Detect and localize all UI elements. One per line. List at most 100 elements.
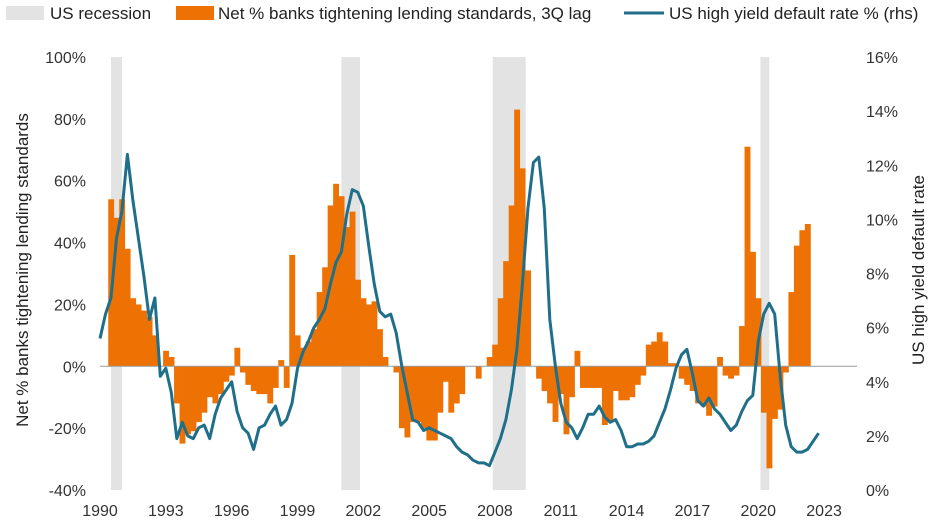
tightening-bar-20 bbox=[217, 366, 224, 395]
tightening-bar-120 bbox=[766, 366, 773, 469]
tightening-bar-71 bbox=[497, 298, 504, 367]
y-left-tick-label-2: 0% bbox=[63, 359, 86, 376]
tightening-bar-67 bbox=[475, 366, 482, 379]
tightening-bar-28 bbox=[261, 366, 268, 395]
x-tick-label-0: 1990 bbox=[82, 503, 118, 520]
tightening-bar-118 bbox=[755, 298, 762, 367]
tightening-bar-79 bbox=[541, 366, 548, 392]
tightening-bar-101 bbox=[662, 341, 669, 367]
x-axis: 1990 1993 1996 1999 2002 2005 2008 2011 2014 2017… bbox=[82, 503, 842, 520]
legend-label-recession: US recession bbox=[50, 4, 151, 23]
y-right-tick-label-1: 2% bbox=[866, 429, 889, 446]
legend-label-tightening: Net % banks tightening lending standards… bbox=[218, 4, 591, 23]
recession-shading bbox=[110, 57, 770, 490]
x-tick-label-1: 1993 bbox=[148, 503, 184, 520]
tightening-bar-95 bbox=[629, 366, 636, 398]
x-tick-label-5: 2005 bbox=[411, 503, 447, 520]
tightening-bar-25 bbox=[245, 366, 252, 385]
tightening-bar-83 bbox=[563, 366, 570, 435]
tightening-bar-73 bbox=[508, 205, 515, 367]
tightening-bar-64 bbox=[459, 366, 466, 395]
tightening-bar-4 bbox=[130, 298, 137, 367]
tightening-bar-10 bbox=[163, 350, 169, 367]
tightening-bar-5 bbox=[135, 304, 142, 367]
tightening-bar-34 bbox=[294, 335, 301, 367]
tightening-bar-6 bbox=[141, 310, 148, 367]
tightening-bar-39 bbox=[322, 267, 329, 367]
y-right-tick-label-6: 12% bbox=[866, 158, 898, 175]
tightening-bar-24 bbox=[239, 366, 246, 373]
tightening-bar-119 bbox=[761, 366, 767, 413]
tightening-bar-44 bbox=[349, 211, 356, 367]
tightening-bar-69 bbox=[486, 357, 493, 367]
tightening-bar-112 bbox=[722, 366, 729, 376]
legend-swatch-tightening bbox=[176, 6, 214, 20]
tightening-bar-111 bbox=[717, 357, 724, 367]
tightening-bar-27 bbox=[256, 366, 263, 395]
tightening-bar-91 bbox=[607, 366, 614, 422]
y-left-tick-label-1: -20% bbox=[49, 421, 86, 438]
tightening-bar-96 bbox=[634, 366, 641, 385]
tightening-bar-86 bbox=[579, 366, 586, 388]
tightening-bar-107 bbox=[695, 366, 702, 404]
tightening-bar-105 bbox=[684, 366, 691, 385]
tightening-bar-76 bbox=[525, 270, 532, 367]
legend-label-default-rate: US high yield default rate % (rhs) bbox=[669, 4, 918, 23]
y-right-tick-label-0: 0% bbox=[866, 483, 889, 500]
tightening-bar-60 bbox=[437, 366, 444, 413]
tightening-bar-53 bbox=[398, 366, 405, 429]
default-rate-line bbox=[98, 152, 820, 468]
tightening-bar-33 bbox=[289, 254, 296, 367]
tightening-bar-113 bbox=[728, 366, 734, 379]
tightening-bar-29 bbox=[267, 366, 274, 404]
tightening-bar-82 bbox=[558, 366, 564, 395]
tightening-bar-19 bbox=[212, 366, 219, 404]
x-tick-label-6: 2008 bbox=[477, 503, 513, 520]
x-tick-label-2: 1996 bbox=[214, 503, 250, 520]
tightening-bar-8 bbox=[152, 335, 158, 367]
tightening-bar-15 bbox=[190, 366, 197, 432]
tightening-bar-46 bbox=[360, 298, 367, 367]
y-axis-right: 0% 2% 4% 6% 8% 10% 12% 14% 16% bbox=[866, 50, 898, 500]
tightening-bar-90 bbox=[601, 366, 608, 426]
tightening-bar-50 bbox=[382, 357, 389, 367]
tightening-bar-126 bbox=[799, 230, 806, 367]
x-tick-label-8: 2014 bbox=[609, 503, 645, 520]
y-right-tick-label-5: 10% bbox=[866, 212, 898, 229]
tightening-bar-84 bbox=[569, 366, 575, 398]
tightening-bar-1 bbox=[113, 217, 120, 367]
tightening-bar-94 bbox=[623, 366, 630, 401]
y-axis-right-title: US high yield default rate bbox=[909, 175, 928, 365]
tightening-bar-108 bbox=[700, 366, 707, 407]
tightening-bar-63 bbox=[453, 366, 460, 404]
tightening-bar-23 bbox=[234, 347, 241, 367]
tightening-bar-42 bbox=[338, 196, 345, 367]
tightening-bar-78 bbox=[536, 366, 542, 379]
tightening-bar-21 bbox=[223, 366, 230, 382]
tightening-bar-116 bbox=[744, 146, 751, 367]
tightening-bar-26 bbox=[250, 366, 257, 392]
tightening-bar-117 bbox=[750, 251, 756, 367]
tightening-bar-47 bbox=[366, 304, 372, 367]
tightening-bar-100 bbox=[656, 332, 663, 367]
tightening-bar-56 bbox=[415, 366, 422, 422]
tightening-bar-18 bbox=[206, 366, 213, 398]
tightening-bar-88 bbox=[590, 366, 597, 388]
x-tick-label-4: 2002 bbox=[346, 503, 382, 520]
tightening-bar-14 bbox=[185, 366, 191, 435]
y-axis-left-title: Net % banks tightening lending standards bbox=[13, 113, 32, 427]
x-tick-label-3: 1999 bbox=[280, 503, 316, 520]
legend-swatch-recession bbox=[6, 6, 44, 20]
tightening-bar-13 bbox=[179, 366, 186, 444]
tightening-bar-92 bbox=[612, 366, 619, 392]
tightening-bar-74 bbox=[514, 109, 521, 367]
tightening-bar-16 bbox=[195, 366, 202, 422]
tightening-bar-41 bbox=[333, 183, 340, 367]
tightening-bar-123 bbox=[782, 366, 789, 373]
tightening-bar-36 bbox=[305, 341, 312, 367]
tightening-bar-48 bbox=[371, 301, 378, 367]
tightening-bar-81 bbox=[552, 366, 559, 422]
tightening-bar-49 bbox=[377, 329, 383, 367]
tightening-bar-45 bbox=[355, 279, 361, 367]
